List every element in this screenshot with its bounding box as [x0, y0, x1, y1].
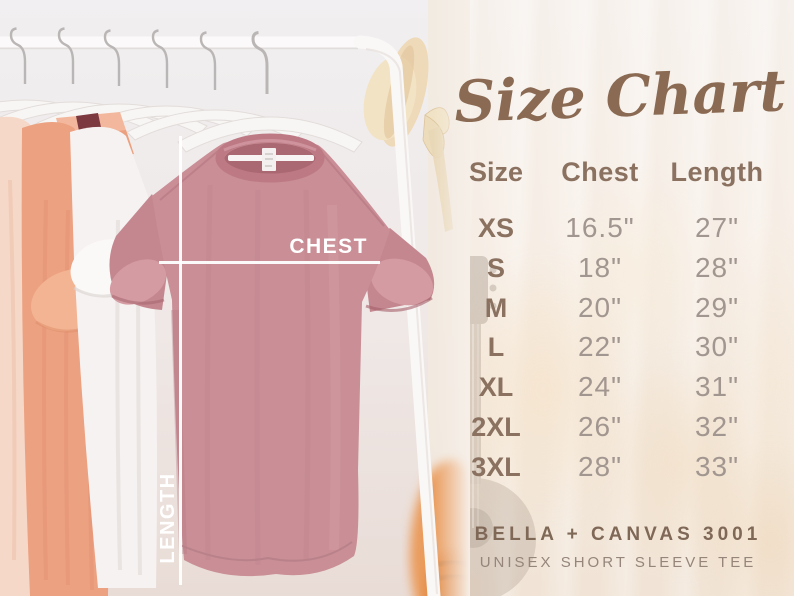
- table-row: XS 16.5" 27": [0, 210, 794, 246]
- table-row: L 22" 30": [0, 329, 794, 365]
- hanger-hooks: [9, 27, 269, 94]
- length-cell: 31": [694, 371, 740, 403]
- front-hanger: [177, 116, 363, 153]
- length-cell: 29": [694, 291, 740, 323]
- length-cell: 33": [694, 450, 740, 482]
- page-title: Size Chart: [453, 57, 787, 136]
- product-subtitle: UNISEX SHORT SLEEVE TEE: [479, 554, 757, 571]
- table-row: 3XL 28" 33": [0, 449, 794, 485]
- background-shirts: [0, 112, 157, 596]
- tshirt-rack-photo: [0, 0, 470, 596]
- length-measure-line: [179, 136, 182, 585]
- header-size: Size: [468, 157, 524, 187]
- table-row: M 20" 29": [0, 290, 794, 326]
- table-row: S 18" 28": [0, 250, 794, 286]
- length-cell: 30": [694, 331, 740, 363]
- length-cell: 28": [694, 251, 740, 283]
- table-row: XL 24" 31": [0, 369, 794, 405]
- length-cell: 32": [694, 411, 740, 442]
- chest-measure-line: [159, 261, 380, 264]
- header-length: Length: [670, 157, 764, 187]
- size-cell: XS: [477, 213, 515, 243]
- table-header-row: Size Chest Length: [0, 154, 794, 190]
- chest-label: CHEST: [289, 235, 368, 258]
- mauve-tshirt: [109, 133, 435, 577]
- clothing-rack: [0, 35, 441, 596]
- table-row: 2XL 26" 32": [0, 409, 794, 445]
- length-cell: 27": [694, 212, 740, 243]
- product-name: BELLA + CANVAS 3001: [474, 524, 762, 545]
